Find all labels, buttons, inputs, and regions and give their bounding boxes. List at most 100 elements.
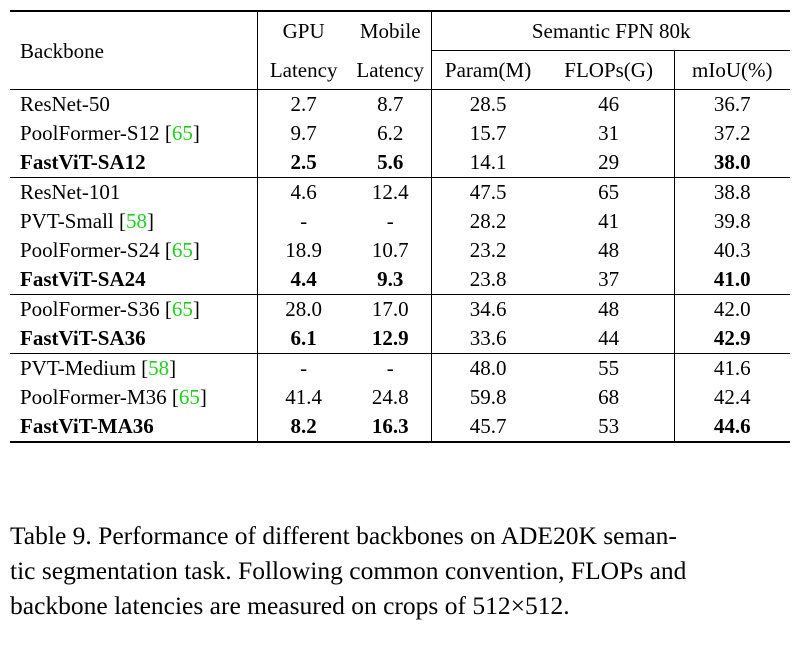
table-row: FastViT-SA36 6.1 12.9 33.6 44 42.9	[10, 324, 790, 354]
cell-mobile-latency: 17.0	[348, 294, 432, 324]
header-miou: mIoU(%)	[673, 50, 790, 90]
header-mobile: Mobile	[348, 10, 432, 51]
citation-link[interactable]: 65	[171, 297, 193, 321]
caption-line-2: tic segmentation task. Following common …	[10, 556, 687, 585]
cell-mobile-latency: 8.7	[348, 89, 432, 119]
backbone-name: PoolFormer-S12	[20, 121, 160, 145]
cell-backbone: PVT-Medium [58]	[10, 353, 258, 383]
cell-miou: 41.6	[673, 353, 790, 383]
table-row: FastViT-SA24 4.4 9.3 23.8 37 41.0	[10, 265, 790, 295]
cell-gpu-latency: 41.4	[257, 383, 349, 412]
cell-param: 14.1	[431, 148, 544, 178]
cell-flops: 31	[598, 121, 620, 145]
backbone-name: PoolFormer-M36	[20, 385, 167, 409]
cell-param: 15.7	[431, 119, 544, 148]
cell-gpu-latency: 28.0	[257, 294, 349, 324]
cell-backbone: PoolFormer-S24 [65]	[20, 238, 200, 262]
cell-miou: 42.0	[673, 294, 790, 324]
results-table-container: Backbone GPU Mobile Semantic FPN 80k Lat…	[10, 10, 790, 443]
table-row: PVT-Medium [58] - -48.0 55 41.6	[10, 353, 790, 383]
results-table: Backbone GPU Mobile Semantic FPN 80k Lat…	[10, 10, 790, 443]
cell-backbone: PoolFormer-S36 [65]	[10, 294, 258, 324]
cell-mobile-latency: 10.7	[371, 238, 409, 262]
cell-backbone: PoolFormer-S12 [65]	[20, 121, 200, 145]
cell-miou: 44.6	[673, 412, 790, 443]
cell-mobile-latency: 5.6	[377, 150, 404, 174]
cell-mobile-latency: -	[386, 209, 394, 233]
table-row: PoolFormer-M36 [65] 41.4 24.8 59.8 68 42.4	[10, 383, 790, 412]
cell-param: 28.2	[431, 207, 544, 236]
header-flops: FLOPs(G)	[543, 50, 675, 90]
table-row: FastViT-MA36 8.2 16.3 45.7 53 44.6	[10, 412, 790, 443]
backbone-name: FastViT-SA24	[20, 267, 146, 291]
backbone-name: PVT-Medium	[20, 356, 136, 380]
caption-line-1: Table 9. Performance of different backbo…	[10, 521, 677, 550]
cell-flops: 48	[543, 294, 675, 324]
cell-gpu-latency: 4.6	[257, 177, 349, 207]
cell-mobile-latency: 6.2	[377, 121, 404, 145]
cell-miou: 42.4	[673, 383, 790, 412]
cell-flops: 68	[598, 385, 620, 409]
table-row: PoolFormer-S12 [65] 9.7 6.2 15.7 31 37.2	[10, 119, 790, 148]
cell-mobile-latency: -	[348, 353, 432, 383]
cell-flops: 44	[598, 326, 620, 350]
cell-miou: 41.0	[673, 265, 790, 295]
header-row-1: Backbone GPU Mobile Semantic FPN 80k	[10, 10, 790, 90]
cell-gpu-latency: 2.7	[257, 89, 349, 119]
cell-backbone: PVT-Small [58]	[20, 209, 154, 233]
citation-link[interactable]: 58	[126, 209, 147, 233]
cell-flops: 46	[543, 89, 675, 119]
cell-gpu-latency: 9.7	[257, 119, 349, 148]
table-caption: Table 9. Performance of different backbo…	[10, 518, 790, 623]
backbone-name: FastViT-SA12	[20, 150, 146, 174]
header-mobile-latency: Latency	[356, 57, 425, 82]
cell-backbone: FastViT-SA12	[10, 148, 258, 178]
table-row: PVT-Small [58] - - 28.2 41 39.8	[10, 207, 790, 236]
cell-param: 23.8	[431, 265, 544, 295]
cell-mobile-latency: 16.3	[348, 412, 432, 443]
cell-flops: 48	[598, 238, 620, 262]
caption-line-3: backbone latencies are measured on crops…	[10, 591, 570, 620]
backbone-name: PoolFormer-S24	[20, 238, 160, 262]
cell-miou: 42.9	[673, 324, 790, 354]
table-row: FastViT-SA12 2.5 5.6 14.1 29 38.0	[10, 148, 790, 178]
cell-flops: 37	[598, 267, 620, 291]
header-backbone: Backbone	[10, 10, 258, 90]
backbone-name: FastViT-MA36	[20, 414, 154, 438]
cell-mobile-latency: 9.3	[377, 267, 404, 291]
cell-gpu-latency: 4.4	[257, 265, 349, 295]
header-semantic-fpn-label: Semantic FPN 80k	[531, 19, 691, 43]
cell-flops: 53	[543, 412, 675, 443]
cell-backbone: FastViT-SA24	[10, 265, 258, 295]
cell-param: 23.2	[431, 236, 544, 265]
table-row: ResNet-101 4.6 12.4 47.5 65 38.8	[10, 177, 790, 207]
header-row-2: Latency Latency Param(M) FLOPs(G) mIoU(%…	[10, 50, 790, 90]
cell-miou: 39.8	[673, 207, 790, 236]
cell-backbone: ResNet-101	[10, 177, 258, 207]
cell-miou: 36.7	[673, 89, 790, 119]
backbone-name: FastViT-SA36	[20, 326, 146, 350]
citation-link[interactable]: 65	[171, 121, 193, 145]
cell-param: 48.0	[431, 353, 544, 383]
table-row: PoolFormer-S24 [65] 18.9 10.7 23.2 48 40.3	[10, 236, 790, 265]
cell-flops: 65	[543, 177, 675, 207]
citation-link[interactable]: 58	[148, 356, 170, 380]
cell-mobile-latency: 12.9	[371, 326, 409, 350]
backbone-name: ResNet-50	[20, 92, 110, 116]
cell-backbone: ResNet-50	[10, 89, 258, 119]
cell-gpu-latency: -	[257, 353, 349, 383]
cell-param: 33.6	[431, 324, 544, 354]
citation-link[interactable]: 65	[178, 385, 200, 409]
cell-param: 45.7	[431, 412, 544, 443]
cell-miou: 37.2	[673, 119, 790, 148]
cell-gpu-latency: 18.9	[257, 236, 349, 265]
cell-param: 34.6	[431, 294, 544, 324]
cell-param: 28.5	[431, 89, 544, 119]
cell-miou: 38.0	[673, 148, 790, 178]
cell-miou: 40.3	[673, 236, 790, 265]
cell-flops: 41	[598, 209, 620, 233]
citation-link[interactable]: 65	[171, 238, 193, 262]
cell-gpu-latency: 8.2	[257, 412, 349, 443]
header-semantic-fpn: Semantic FPN 80k	[431, 10, 790, 51]
cell-gpu-latency: 2.5	[257, 148, 349, 178]
